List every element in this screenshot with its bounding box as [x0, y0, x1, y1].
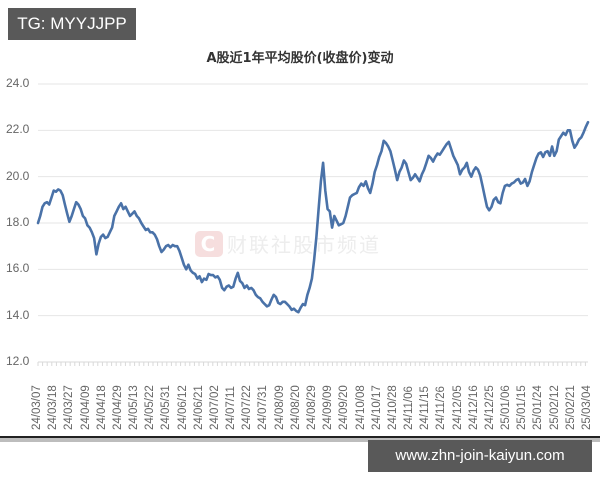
- x-tick-label: 25/03/04: [581, 385, 593, 430]
- x-tick-label: 25/01/06: [500, 385, 513, 430]
- x-tick-label: 24/04/09: [79, 385, 92, 430]
- x-tick-label: 24/12/05: [451, 385, 464, 430]
- x-tick-label: 24/12/25: [483, 385, 496, 430]
- x-tick-label: 25/02/21: [564, 385, 577, 430]
- x-tick-label: 24/03/27: [63, 385, 76, 430]
- x-tick-label: 24/09/09: [322, 385, 335, 430]
- y-tick-label: 12.0: [6, 354, 30, 368]
- watermark: C 财联社股市频道: [195, 229, 381, 258]
- x-tick-label: 24/08/20: [289, 385, 302, 430]
- x-tick-label: 24/11/15: [419, 386, 432, 430]
- x-tick-label: 24/08/09: [273, 385, 286, 430]
- x-tick-label: 24/03/18: [47, 385, 60, 430]
- x-tick-label: 25/01/15: [516, 385, 529, 430]
- x-tick-label: 24/07/02: [208, 385, 221, 430]
- y-tick-label: 22.0: [6, 122, 30, 137]
- tg-contact-badge: TG: MYYJJPP: [8, 8, 136, 40]
- x-tick-label: 24/10/28: [386, 385, 399, 430]
- bottom-divider: [0, 436, 600, 438]
- y-tick-label: 14.0: [6, 307, 30, 322]
- x-tick-label: 24/07/22: [241, 385, 254, 430]
- x-tick-label: 24/03/07: [31, 385, 43, 430]
- x-tick-label: 24/10/17: [370, 385, 383, 430]
- price-line-series: [36, 120, 590, 314]
- x-tick-label: 24/04/29: [111, 385, 124, 430]
- x-tick-label: 24/10/08: [354, 385, 367, 430]
- x-tick-label: 24/09/20: [338, 385, 351, 430]
- x-tick-label: 24/08/29: [306, 385, 318, 430]
- bottom-divider-shadow: [0, 438, 600, 442]
- x-tick-label: 24/05/22: [144, 385, 157, 430]
- x-tick-label: 24/05/31: [160, 385, 173, 430]
- line-chart-plot: [36, 83, 590, 366]
- x-tick-label: 24/06/21: [192, 385, 205, 430]
- x-tick-label: 24/11/26: [435, 386, 448, 430]
- y-tick-label: 20.0: [6, 168, 30, 183]
- x-tick-label: 24/07/11: [225, 386, 238, 430]
- x-tick-label: 24/05/13: [128, 385, 141, 430]
- chart-title: A股近1年平均股价(收盘价)变动: [206, 51, 394, 66]
- x-tick-label: 25/01/24: [532, 385, 545, 430]
- x-tick-label: 24/06/12: [176, 385, 189, 430]
- y-tick-label: 24.0: [6, 76, 30, 90]
- watermark-logo-icon: C: [195, 230, 223, 257]
- x-tick-label: 24/04/18: [95, 385, 108, 430]
- watermark-text: 财联社股市频道: [227, 233, 381, 257]
- x-tick-label: 25/02/12: [548, 385, 561, 430]
- website-url-badge: www.zhn-join-kaiyun.com: [368, 440, 592, 472]
- y-tick-label: 18.0: [6, 215, 30, 229]
- x-tick-label: 24/12/16: [467, 385, 480, 430]
- x-tick-label: 24/11/06: [403, 386, 416, 430]
- y-tick-label: 16.0: [6, 261, 30, 276]
- x-tick-label: 24/07/31: [257, 385, 270, 430]
